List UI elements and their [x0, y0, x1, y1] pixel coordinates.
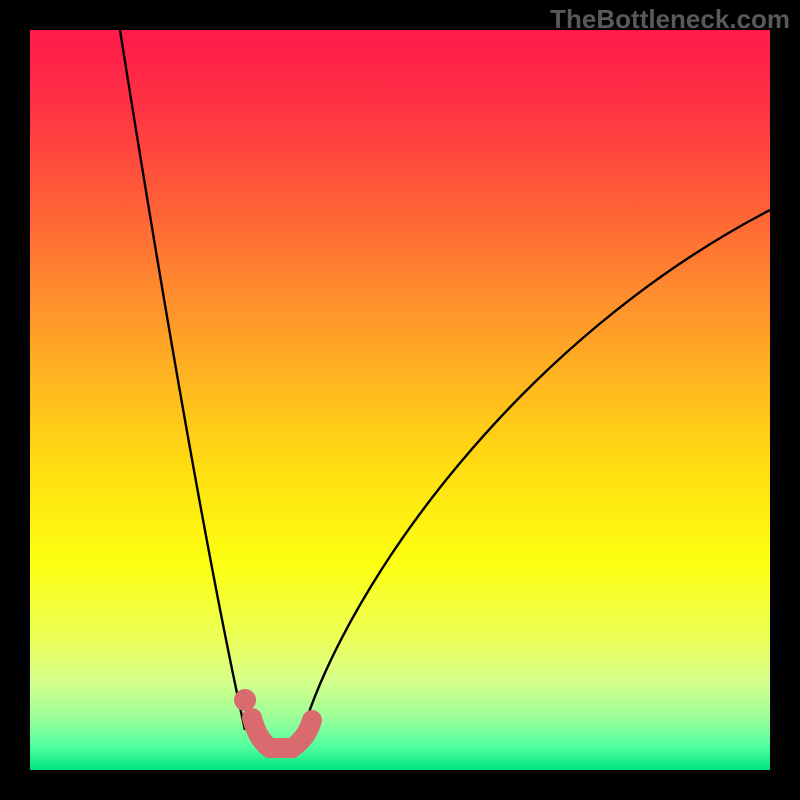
trough-marker-dot [234, 689, 256, 711]
watermark-text: TheBottleneck.com [550, 4, 790, 35]
bottleneck-chart [0, 0, 800, 800]
chart-container: TheBottleneck.com [0, 0, 800, 800]
plot-area [30, 30, 770, 770]
